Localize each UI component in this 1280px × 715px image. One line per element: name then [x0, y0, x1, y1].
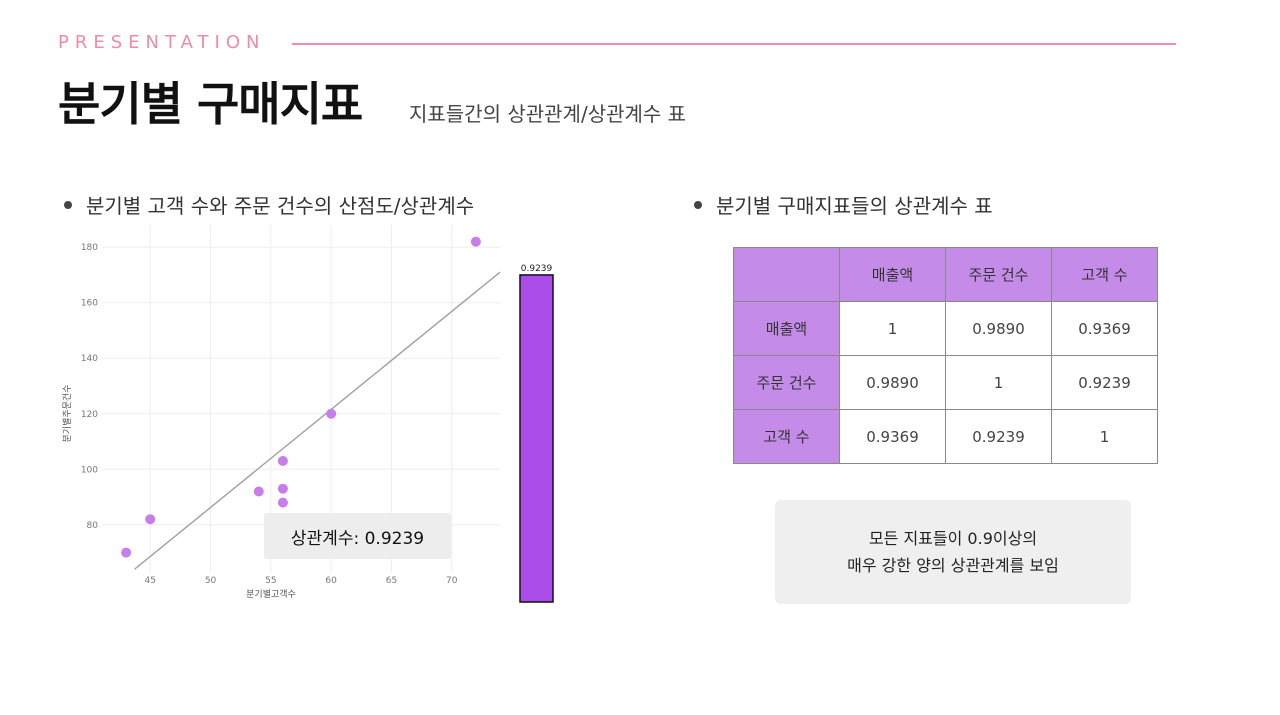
table-row-header: 매출액	[733, 301, 840, 356]
scatter-section-heading: 분기별 고객 수와 주문 건수의 산점도/상관계수	[64, 190, 474, 219]
page-title: 분기별 구매지표	[58, 77, 363, 131]
scatter-point	[121, 547, 132, 558]
scatter-point	[470, 236, 481, 247]
table-cell: 0.9369	[1051, 301, 1158, 356]
correlation-label-box: 상관계수: 0.9239	[264, 513, 451, 559]
summary-note-line: 매우 강한 양의 상관관계를 보임	[847, 556, 1059, 575]
trend-line	[134, 271, 501, 570]
scatter-point	[277, 483, 288, 494]
x-tick-label: 55	[265, 576, 276, 586]
y-axis-label: 분기별주문건수	[62, 385, 73, 443]
table-cell: 1	[945, 355, 1052, 410]
y-tick-label: 120	[81, 410, 98, 420]
table-header-cell	[733, 247, 840, 302]
x-tick-label: 65	[386, 576, 397, 586]
scatter-point	[277, 497, 288, 508]
table-cell: 0.9369	[839, 409, 946, 464]
x-tick-label: 50	[205, 576, 217, 586]
scatter-heading-text: 분기별 고객 수와 주문 건수의 산점도/상관계수	[86, 194, 475, 218]
y-tick-label: 140	[81, 354, 98, 364]
scatter-point	[277, 455, 288, 466]
bullet-dot-icon	[64, 200, 72, 209]
bullet-dot-icon	[694, 200, 702, 209]
x-axis-label: 분기별고객수	[246, 589, 296, 600]
table-cell: 0.9239	[1051, 355, 1158, 410]
summary-note: 모든 지표들이 0.9이상의 매우 강한 양의 상관관계를 보임	[775, 500, 1131, 604]
summary-note-line: 모든 지표들이 0.9이상의	[868, 529, 1038, 548]
table-section-heading: 분기별 구매지표들의 상관계수 표	[694, 190, 993, 219]
correlation-bar-chart: 0.9239	[519, 264, 554, 603]
scatter-chart: 45 50 55 60 65 70 80 100 120 140 160 180 분기별고객수 분기별주문…	[62, 225, 501, 600]
x-tick-label: 60	[325, 576, 337, 586]
table-row: 매출액 1 0.9890 0.9369	[733, 301, 1158, 356]
table-row: 고객 수 0.9369 0.9239 1	[733, 409, 1158, 464]
table-row-header: 고객 수	[733, 409, 840, 464]
table-cell: 1	[1051, 409, 1158, 464]
y-tick-label: 100	[81, 465, 98, 475]
table-cell: 0.9890	[839, 355, 946, 410]
table-heading-text: 분기별 구매지표들의 상관계수 표	[716, 194, 993, 218]
eyebrow-label: PRESENTATION	[58, 32, 266, 53]
table-header-cell: 매출액	[839, 247, 946, 302]
scatter-point	[326, 408, 337, 419]
correlation-label: 상관계수: 0.9239	[290, 528, 425, 549]
scatter-point	[253, 486, 264, 497]
y-tick-label: 160	[81, 299, 98, 309]
scatter-point	[145, 514, 156, 525]
bar-data-label: 0.9239	[521, 264, 553, 274]
correlation-table: 매출액 주문 건수 고객 수 매출액 1 0.9890 0.9369 주문 건수…	[733, 247, 1158, 464]
table-cell: 0.9239	[945, 409, 1052, 464]
x-tick-label: 70	[446, 576, 458, 586]
table-header-cell: 고객 수	[1051, 247, 1158, 302]
page-subtitle: 지표들간의 상관관계/상관계수 표	[409, 102, 687, 126]
x-tick-label: 45	[145, 576, 156, 586]
table-row: 주문 건수 0.9890 1 0.9239	[733, 355, 1158, 410]
table-cell: 1	[839, 301, 946, 356]
table-row-header: 주문 건수	[733, 355, 840, 410]
table-cell: 0.9890	[945, 301, 1052, 356]
y-tick-label: 180	[81, 243, 98, 253]
correlation-bar	[519, 274, 554, 603]
y-tick-label: 80	[87, 521, 99, 531]
table-header-row: 매출액 주문 건수 고객 수	[733, 247, 1158, 302]
table-header-cell: 주문 건수	[945, 247, 1052, 302]
eyebrow-divider	[292, 43, 1176, 45]
